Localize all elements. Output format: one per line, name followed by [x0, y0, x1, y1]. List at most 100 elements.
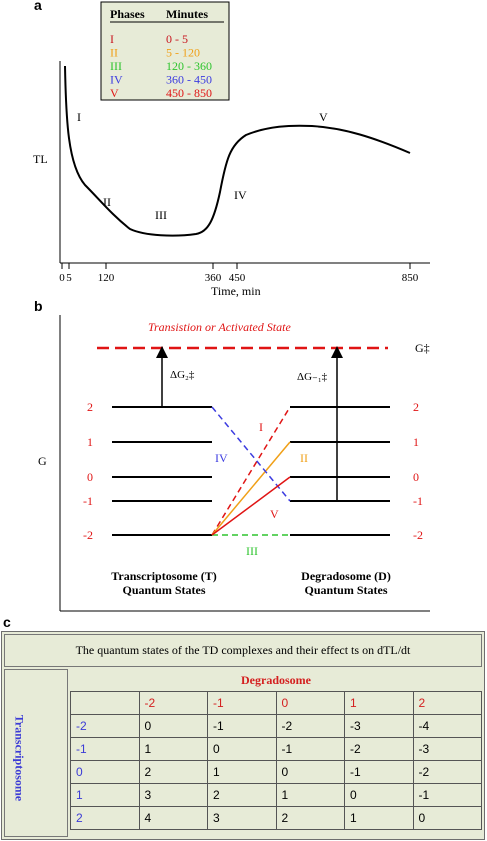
left-level-label: -2: [83, 528, 93, 542]
delta-g2-label: ΔG₂‡: [170, 369, 195, 381]
degradosome-caption-1: Degradosome (D): [301, 569, 391, 583]
state-grid: -2 -1 0 1 2 -2 0 -1 -2 -3 -4 -1 1 0 -1 -2 -3 0 2 1 0 -1 -2 1 3 2 1…: [70, 691, 482, 830]
phase-label-II: II: [103, 195, 111, 209]
table-cell: -1: [275, 737, 345, 761]
panel-c-table-region: The quantum states of the TD complexes a…: [0, 628, 487, 841]
right-level-label: 1: [413, 435, 419, 449]
legend-minutes: 360 - 450: [166, 73, 212, 87]
table-cell: 1: [344, 806, 414, 830]
degradosome-state-header: -2: [138, 691, 208, 715]
grid-corner-cell: [70, 691, 140, 715]
table-cell: 0: [275, 760, 345, 784]
table-cell: 2: [207, 783, 277, 807]
table-cell: -1: [412, 783, 482, 807]
panel-b-label: b: [34, 298, 43, 314]
delta-gm1-label: ΔG₋₁‡: [297, 371, 328, 383]
x-axis-label: Time, min: [211, 284, 261, 298]
table-cell: 1: [138, 737, 208, 761]
table-cell: 0: [138, 714, 208, 738]
legend-minutes: 5 - 120: [166, 46, 200, 60]
table-cell: -1: [344, 760, 414, 784]
phase-mark-I: I: [259, 420, 263, 434]
table-cell: 0: [344, 783, 414, 807]
transcriptosome-state-header: 0: [70, 760, 140, 784]
transcriptosome-state-header: 2: [70, 806, 140, 830]
phase-label-IV: IV: [234, 188, 247, 202]
table-cell: 3: [207, 806, 277, 830]
table-cell: -2: [344, 737, 414, 761]
table-cell: 4: [138, 806, 208, 830]
right-level-label: -1: [413, 494, 423, 508]
degradosome-levels: [290, 406, 390, 536]
table-cell: 2: [138, 760, 208, 784]
x-tick-label: 120: [98, 272, 115, 284]
phase-II-line: [211, 441, 291, 536]
left-level-labels: 2 1 0 -1 -2: [83, 400, 93, 542]
transcriptosome-state-header: -2: [70, 714, 140, 738]
state-grid-body: -2 -1 0 1 2 -2 0 -1 -2 -3 -4 -1 1 0 -1 -2 -3 0 2 1 0 -1 -2 1 3 2 1…: [70, 691, 482, 830]
column-title-degradosome: Degradosome: [241, 673, 311, 687]
table-row: -1 1 0 -1 -2 -3: [70, 737, 482, 761]
degradosome-state-header: 2: [412, 691, 482, 715]
legend-minutes: 450 - 850: [166, 86, 212, 100]
right-level-labels: 2 1 0 -1 -2: [413, 400, 423, 542]
table-cell: 0: [412, 806, 482, 830]
transcriptosome-caption-2: Quantum States: [122, 583, 205, 597]
left-level-label: 2: [87, 400, 93, 414]
transcriptosome-state-header: -1: [70, 737, 140, 761]
right-level-label: 0: [413, 470, 419, 484]
right-level-label: 2: [413, 400, 419, 414]
legend-phase: IV: [110, 73, 123, 87]
table-caption: The quantum states of the TD complexes a…: [4, 634, 482, 667]
left-level-label: 0: [87, 470, 93, 484]
table-cell: 1: [275, 783, 345, 807]
phase-I-line: [211, 406, 291, 536]
x-tick-label: 5: [66, 272, 72, 284]
panel-a-label: a: [34, 0, 42, 13]
table-cell: -3: [344, 714, 414, 738]
table-cell: -2: [275, 714, 345, 738]
g-axis-label: G: [38, 454, 47, 468]
tl-curve: [64, 65, 411, 237]
row-title-transcriptosome: Transcriptosome: [12, 714, 27, 802]
table-cell: -3: [412, 737, 482, 761]
table-row: -2 0 -1 -2 -3 -4: [70, 714, 482, 738]
panel-a-plot: Phases Minutes I 0 - 5 II 5 - 120 III 120 - 3…: [33, 1, 430, 298]
left-level-label: 1: [87, 435, 93, 449]
phase-label-V: V: [319, 110, 328, 124]
g-double-dagger-label: G‡: [415, 341, 430, 355]
transcriptosome-state-header: 1: [70, 783, 140, 807]
legend-phase: III: [110, 59, 122, 73]
grid-header-row: -2 -1 0 1 2: [70, 691, 482, 715]
legend-header-phases: Phases: [110, 7, 145, 21]
right-level-label: -2: [413, 528, 423, 542]
phase-mark-V: V: [270, 507, 279, 521]
table-cell: -2: [412, 760, 482, 784]
y-axis-label: TL: [33, 152, 48, 166]
table-row: 0 2 1 0 -1 -2: [70, 760, 482, 784]
phase-label-III: III: [155, 208, 167, 222]
phase-mark-IV: IV: [215, 451, 228, 465]
degradosome-state-header: -1: [207, 691, 277, 715]
table-cell: 3: [138, 783, 208, 807]
table-cell: -4: [412, 714, 482, 738]
left-level-label: -1: [83, 494, 93, 508]
phase-label-I: I: [77, 110, 81, 124]
legend-rows: I 0 - 5 II 5 - 120 III 120 - 360 IV 360 - 450 V 4…: [110, 32, 212, 100]
x-ticks: 0 5 120 360 450 850: [59, 263, 419, 284]
panel-c-label: c: [3, 614, 11, 630]
phase-mark-II: II: [300, 451, 308, 465]
legend-minutes: 0 - 5: [166, 32, 188, 46]
degradosome-state-header: 1: [344, 691, 414, 715]
legend-box: [100, 1, 230, 101]
phase-IV-line: [211, 406, 291, 502]
legend-header-minutes: Minutes: [166, 7, 208, 21]
x-tick-label: 360: [205, 272, 222, 284]
x-tick-label: 0: [59, 272, 65, 284]
transcriptosome-levels: [112, 406, 212, 536]
legend-phase: I: [110, 32, 114, 46]
quantum-state-table: The quantum states of the TD complexes a…: [1, 631, 485, 840]
legend-minutes: 120 - 360: [166, 59, 212, 73]
row-title-cell: Transcriptosome: [4, 669, 68, 837]
phase-mark-III: III: [246, 544, 258, 558]
